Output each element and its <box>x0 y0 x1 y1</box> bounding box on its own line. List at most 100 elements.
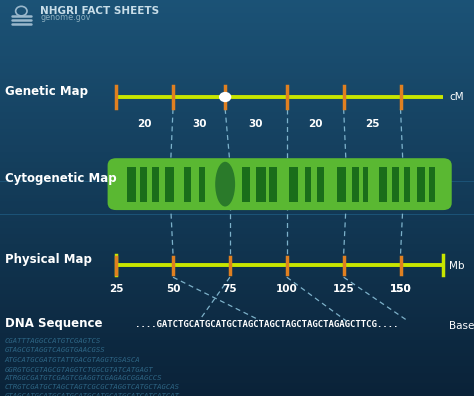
Bar <box>0 330 474 333</box>
Bar <box>0 158 474 162</box>
Text: 30: 30 <box>249 119 263 129</box>
FancyBboxPatch shape <box>108 158 452 210</box>
Bar <box>0 126 474 129</box>
Bar <box>0 195 474 198</box>
Bar <box>0 181 474 185</box>
Bar <box>0 254 474 257</box>
Bar <box>0 30 474 33</box>
Bar <box>0 171 474 175</box>
Bar <box>0 119 474 122</box>
Bar <box>0 393 474 396</box>
Bar <box>0 238 474 241</box>
Bar <box>0 162 474 165</box>
Bar <box>0 145 474 148</box>
Bar <box>289 166 298 202</box>
Bar <box>0 327 474 330</box>
Bar <box>0 152 474 155</box>
Bar <box>0 89 474 92</box>
Bar <box>392 166 399 202</box>
Bar <box>0 274 474 277</box>
Bar <box>404 166 410 202</box>
Text: 20: 20 <box>137 119 152 129</box>
Bar <box>256 166 266 202</box>
Bar <box>0 148 474 152</box>
Bar <box>0 50 474 53</box>
Bar <box>0 43 474 46</box>
Bar <box>0 79 474 82</box>
Bar <box>0 10 474 13</box>
Bar <box>0 267 474 270</box>
Bar <box>0 353 474 356</box>
Bar <box>0 129 474 132</box>
Text: 125: 125 <box>333 284 355 294</box>
Text: GTAGCGTAGGTCAGGTGAACGSS: GTAGCGTAGGTCAGGTGAACGSS <box>5 347 105 354</box>
Bar <box>0 297 474 300</box>
Bar <box>0 53 474 56</box>
Bar <box>0 99 474 102</box>
Bar <box>0 320 474 324</box>
Bar <box>379 166 387 202</box>
Bar <box>269 166 277 202</box>
Bar <box>0 116 474 119</box>
Bar <box>0 40 474 43</box>
Bar <box>0 360 474 363</box>
Bar <box>242 166 250 202</box>
Bar <box>0 211 474 215</box>
Text: 30: 30 <box>192 119 206 129</box>
Bar <box>0 234 474 238</box>
Bar <box>0 7 474 10</box>
Bar <box>0 287 474 290</box>
Bar <box>0 280 474 284</box>
Bar <box>0 350 474 353</box>
Text: ATRGGCGATGTCGAGTCGAGGTCGAGAGCGGAGCCS: ATRGGCGATGTCGAGTCGAGGTCGAGAGCGGAGCCS <box>5 375 162 381</box>
Bar <box>0 102 474 106</box>
Bar <box>352 166 359 202</box>
Text: NHGRI FACT SHEETS: NHGRI FACT SHEETS <box>40 6 159 16</box>
Bar <box>184 166 191 202</box>
Text: 150: 150 <box>390 284 411 294</box>
Bar <box>0 36 474 40</box>
Text: 20: 20 <box>308 119 322 129</box>
Bar <box>0 218 474 221</box>
Bar <box>0 366 474 369</box>
Bar <box>0 72 474 76</box>
Bar <box>0 300 474 304</box>
Bar <box>363 166 368 202</box>
Bar <box>0 56 474 59</box>
Bar <box>0 92 474 96</box>
Bar <box>0 324 474 327</box>
Bar <box>0 109 474 112</box>
Bar <box>0 310 474 314</box>
Bar <box>0 244 474 248</box>
Bar <box>0 178 474 181</box>
Bar <box>0 386 474 389</box>
Bar <box>0 66 474 69</box>
Bar <box>0 106 474 109</box>
Bar <box>0 383 474 386</box>
Bar <box>0 3 474 7</box>
Bar <box>0 82 474 86</box>
Text: CGATTTAGGCCATGTCGAGTCS: CGATTTAGGCCATGTCGAGTCS <box>5 337 101 344</box>
Bar <box>0 168 474 171</box>
Bar <box>0 96 474 99</box>
Bar <box>0 290 474 294</box>
Bar <box>0 201 474 205</box>
Text: Mb: Mb <box>449 261 465 271</box>
Bar <box>0 135 474 139</box>
Bar <box>140 166 147 202</box>
Bar <box>0 208 474 211</box>
Bar <box>0 132 474 135</box>
Text: GGRGTGCGTAGCGTAGGTCTGGCGTATCATGAGT: GGRGTGCGTAGCGTAGGTCTGGCGTATCATGAGT <box>5 367 154 373</box>
Bar <box>0 363 474 366</box>
Text: DNA Sequence: DNA Sequence <box>5 317 102 330</box>
Text: Genetic Map: Genetic Map <box>5 85 88 98</box>
Bar <box>0 142 474 145</box>
Bar <box>152 166 159 202</box>
Bar <box>0 251 474 254</box>
Bar <box>0 175 474 178</box>
Bar <box>0 340 474 343</box>
Bar <box>0 270 474 274</box>
Bar <box>0 20 474 23</box>
Text: genome.gov: genome.gov <box>40 13 91 22</box>
Text: ....GATCTGCATGCATGCTAGCTAGCTAGCTAGCTAGAGCTTCG....: ....GATCTGCATGCATGCTAGCTAGCTAGCTAGCTAGAG… <box>135 320 399 329</box>
